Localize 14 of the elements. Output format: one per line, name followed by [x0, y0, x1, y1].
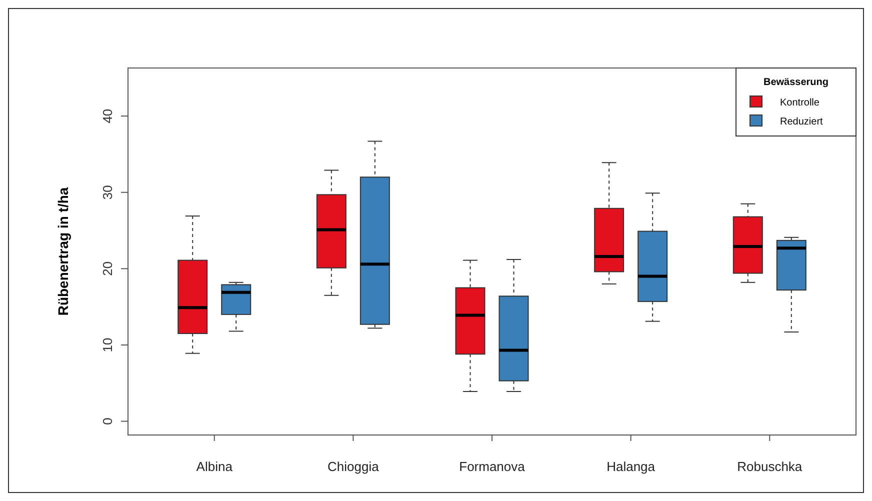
legend-label: Kontrolle: [780, 98, 820, 108]
legend-label: Reduziert: [780, 116, 824, 128]
y-tick-label: 0: [100, 418, 115, 425]
y-tick-label: 30: [100, 185, 115, 200]
x-tick-label: Chioggia: [328, 459, 380, 474]
y-tick-label: 20: [100, 261, 115, 276]
x-tick-label: Formanova: [459, 459, 526, 474]
legend-title: Bewässerung: [763, 77, 829, 88]
y-axis-title: Rübenertrag in t/ha: [55, 187, 71, 316]
x-tick-label: Robuschka: [737, 459, 803, 474]
x-tick-label: Albina: [196, 459, 234, 474]
y-tick-label: 40: [100, 108, 115, 124]
x-tick-label: Halanga: [606, 459, 656, 474]
y-tick-label: 10: [100, 338, 115, 352]
